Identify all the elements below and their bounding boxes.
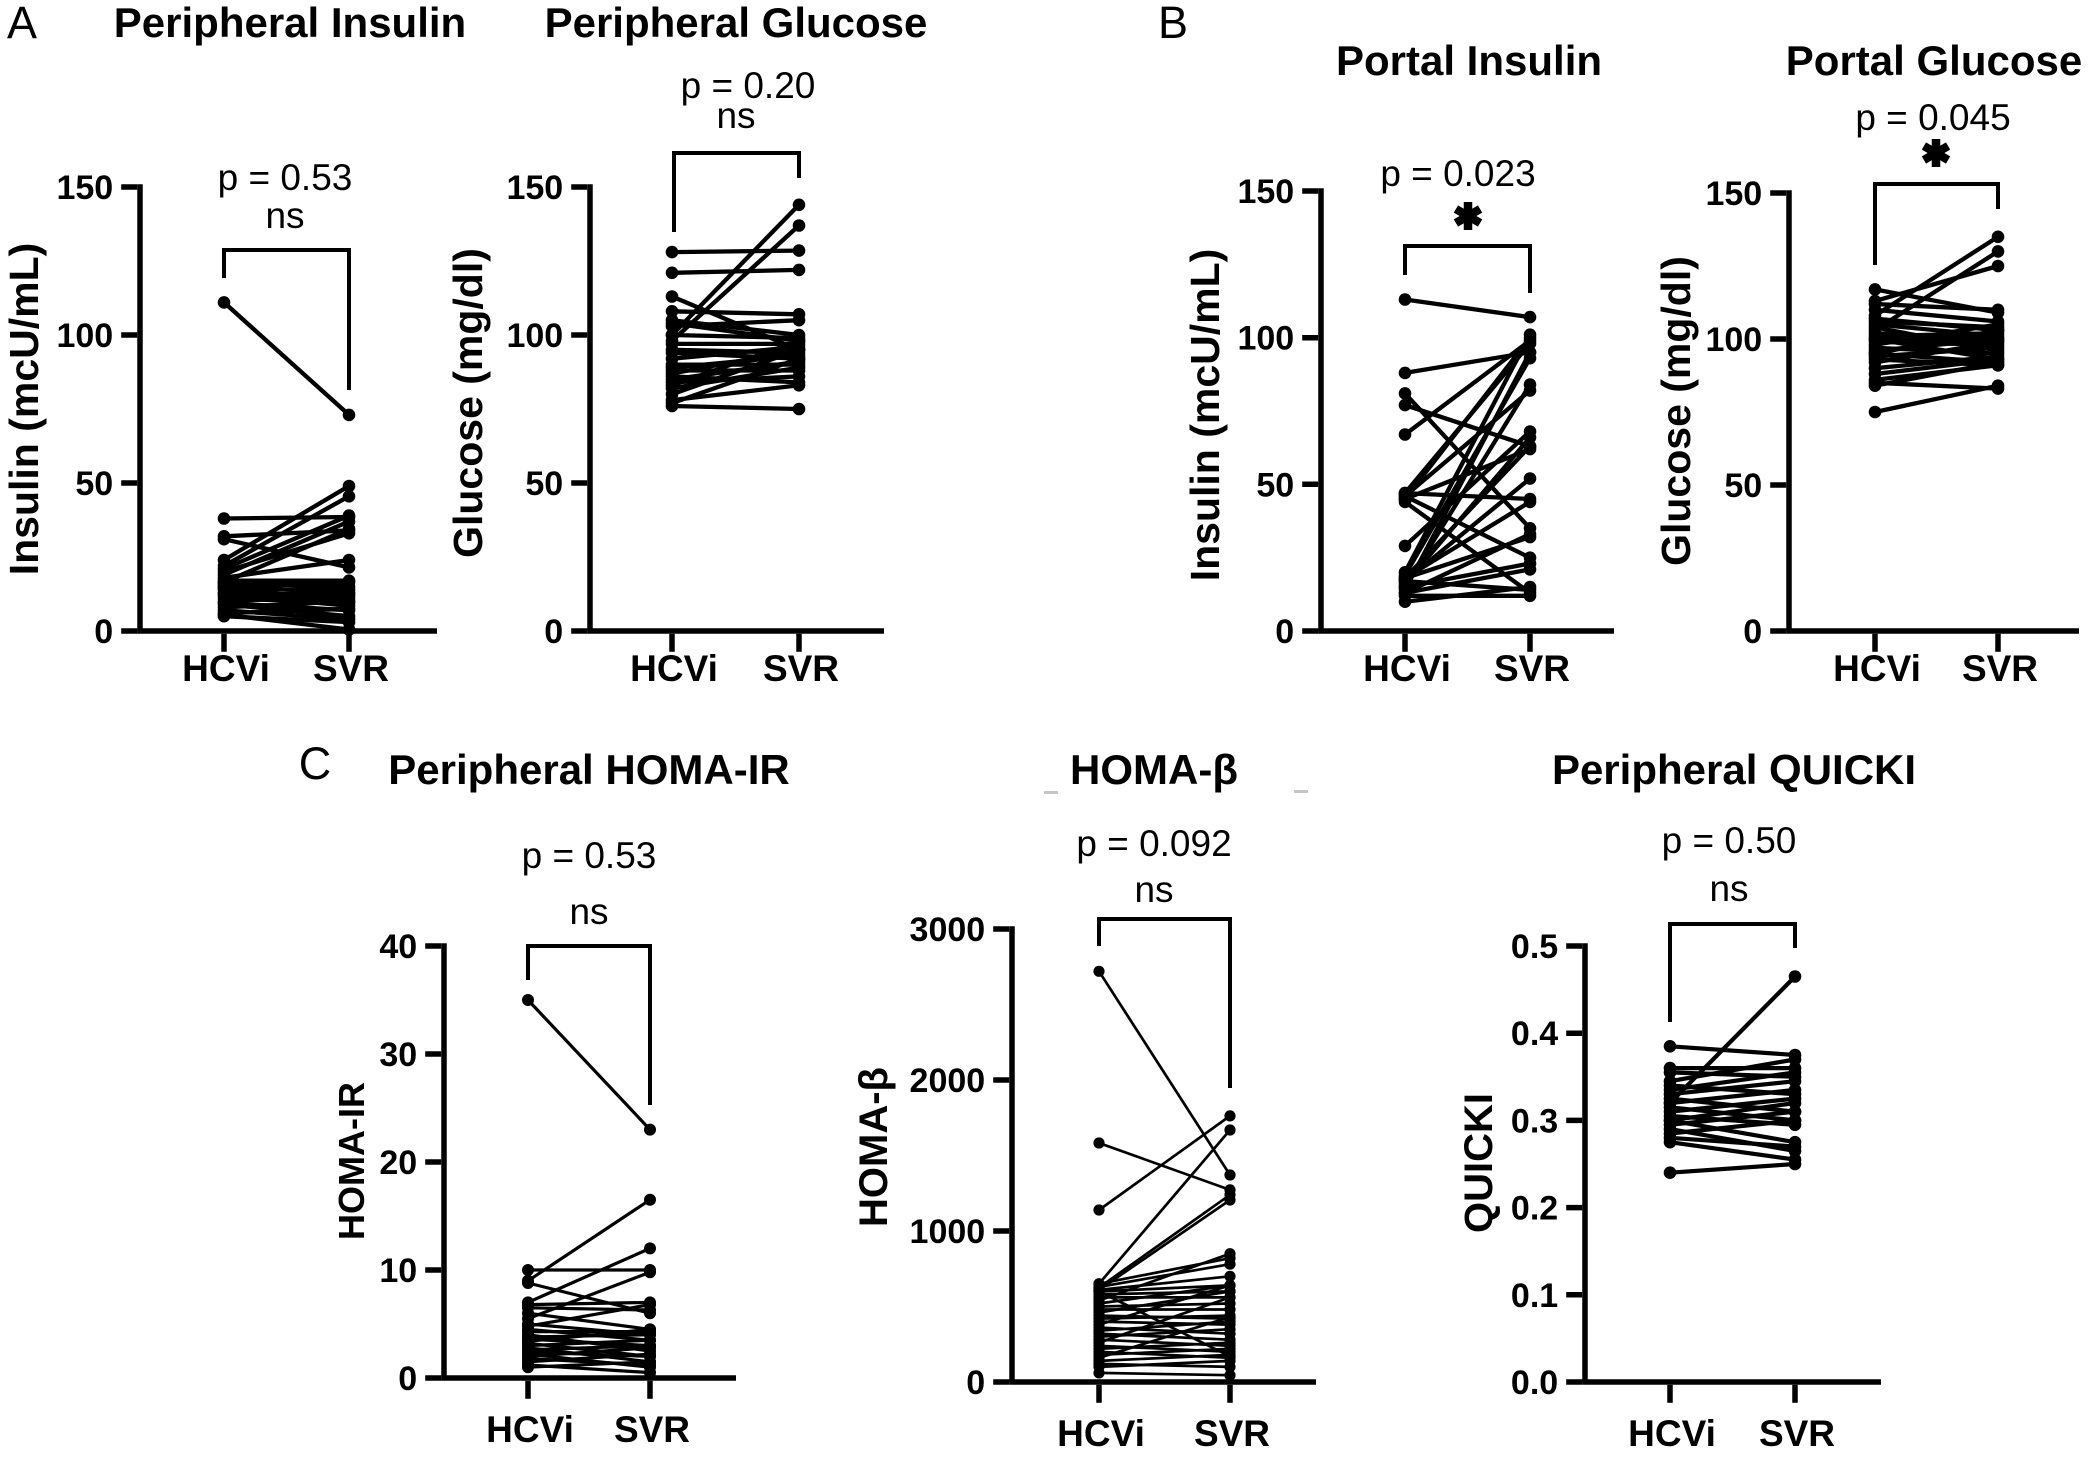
svg-text:SVR: SVR [313,648,389,689]
svg-text:Peripheral QUICKI: Peripheral QUICKI [1552,746,1916,793]
svg-text:HOMA-β: HOMA-β [852,1067,896,1227]
svg-text:0.2: 0.2 [1511,1190,1558,1228]
svg-text:HCVi: HCVi [1363,648,1451,689]
svg-text:0: 0 [966,1364,985,1402]
svg-text:SVR: SVR [1759,1413,1835,1452]
svg-text:20: 20 [379,1144,417,1182]
svg-text:Peripheral Insulin: Peripheral Insulin [114,0,466,46]
svg-text:Glucose (mg/dl): Glucose (mg/dl) [1653,256,1699,566]
svg-text:0: 0 [1275,613,1294,651]
svg-text:150: 150 [1237,173,1294,211]
svg-text:10: 10 [379,1252,417,1290]
svg-text:Portal Insulin: Portal Insulin [1336,37,1602,84]
svg-text:150: 150 [506,169,563,207]
svg-text:p = 0.023: p = 0.023 [1380,153,1535,194]
svg-text:SVR: SVR [1494,648,1570,689]
svg-text:100: 100 [56,317,113,355]
svg-text:HCVi: HCVi [486,1409,574,1450]
svg-text:0.1: 0.1 [1511,1277,1558,1315]
svg-text:HCVi: HCVi [1628,1413,1716,1452]
svg-text:HCVi: HCVi [630,648,718,689]
svg-text:150: 150 [56,169,113,207]
svg-text:p = 0.092: p = 0.092 [1076,823,1231,864]
svg-text:2000: 2000 [910,1062,986,1100]
svg-text:B: B [1158,0,1188,48]
svg-text:ns: ns [1709,868,1748,909]
svg-text:50: 50 [1724,467,1762,505]
svg-text:p = 0.20: p = 0.20 [681,65,816,106]
svg-text:p = 0.53: p = 0.53 [218,157,353,198]
svg-text:0: 0 [544,613,563,651]
svg-text:p = 0.045: p = 0.045 [1855,97,2010,138]
svg-text:150: 150 [1705,175,1762,213]
svg-text:HOMA-β: HOMA-β [1070,746,1238,793]
svg-text:HOMA-IR: HOMA-IR [331,1082,372,1240]
svg-text:ns: ns [265,195,304,236]
svg-text:0.3: 0.3 [1511,1102,1558,1140]
svg-text:SVR: SVR [1194,1413,1270,1452]
svg-text:ns: ns [569,891,608,932]
svg-text:3000: 3000 [910,911,986,949]
svg-text:0: 0 [398,1360,417,1398]
svg-text:0.4: 0.4 [1511,1015,1558,1053]
svg-text:Glucose (mg/dl): Glucose (mg/dl) [445,248,491,558]
svg-text:Insulin (mcU/mL): Insulin (mcU/mL) [1,243,47,576]
svg-text:30: 30 [379,1036,417,1074]
svg-text:50: 50 [525,465,563,503]
svg-text:0: 0 [1743,613,1762,651]
svg-text:p = 0.50: p = 0.50 [1662,820,1797,861]
svg-text:Peripheral Glucose: Peripheral Glucose [545,0,928,46]
svg-text:Insulin (mcU/mL): Insulin (mcU/mL) [1182,249,1228,582]
svg-text:p = 0.53: p = 0.53 [522,835,657,876]
svg-text:SVR: SVR [1962,648,2038,689]
svg-text:ns: ns [1134,869,1173,910]
svg-text:Portal Glucose: Portal Glucose [1786,37,2082,84]
svg-text:HCVi: HCVi [182,648,270,689]
svg-text:100: 100 [1237,320,1294,358]
svg-text:50: 50 [1256,466,1294,504]
svg-text:HCVi: HCVi [1833,648,1921,689]
svg-text:ns: ns [716,95,755,136]
svg-text:0.0: 0.0 [1511,1364,1558,1402]
svg-text:C: C [299,738,332,789]
svg-text:1000: 1000 [910,1213,986,1251]
svg-text:50: 50 [75,465,113,503]
svg-text:SVR: SVR [614,1409,690,1450]
svg-text:QUICKI: QUICKI [1457,1093,1501,1233]
svg-text:100: 100 [506,317,563,355]
svg-text:Peripheral HOMA-IR: Peripheral HOMA-IR [388,746,789,793]
svg-text:SVR: SVR [763,648,839,689]
svg-text:HCVi: HCVi [1057,1413,1145,1452]
svg-text:100: 100 [1705,321,1762,359]
svg-text:0: 0 [94,613,113,651]
svg-text:0.5: 0.5 [1511,928,1558,966]
svg-text:40: 40 [379,928,417,966]
svg-text:A: A [7,0,37,48]
